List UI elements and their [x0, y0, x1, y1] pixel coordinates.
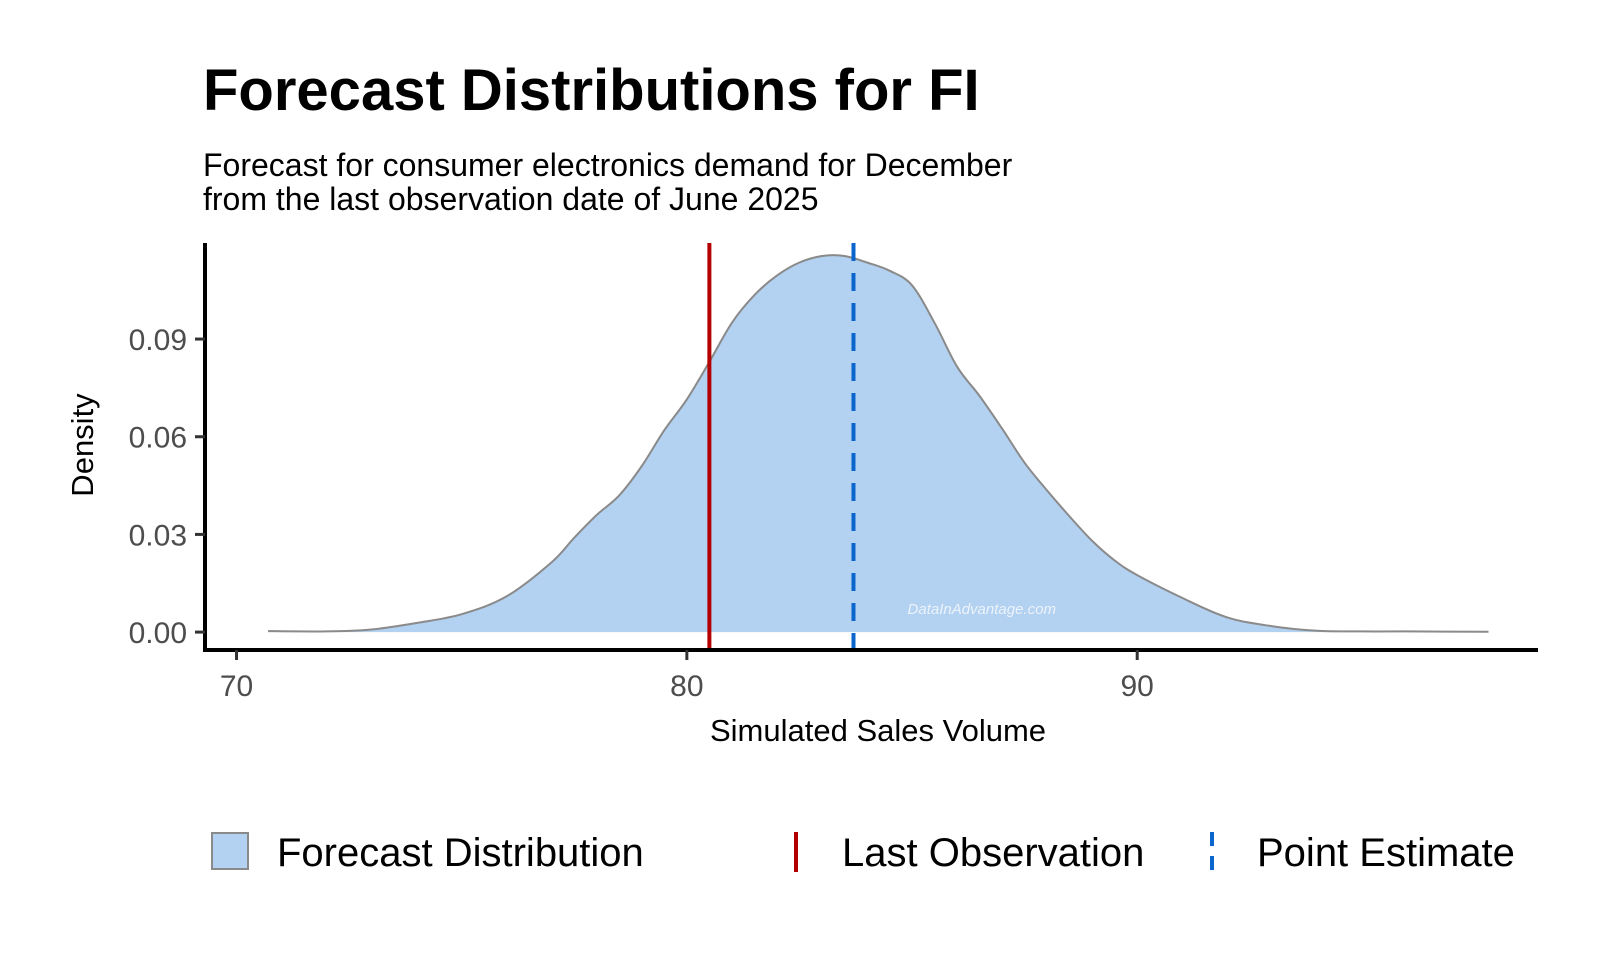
density-area [268, 255, 1489, 633]
legend: Forecast Distribution Last Observation P… [211, 831, 1515, 875]
legend-item-point-estimate: Point Estimate [1210, 831, 1515, 875]
y-axis-title: Density [65, 393, 100, 497]
legend-label-last-observation: Last Observation [842, 831, 1144, 875]
legend-label-point-estimate: Point Estimate [1257, 831, 1515, 875]
legend-key-area [211, 832, 249, 870]
x-axis-title: Simulated Sales Volume [710, 713, 1046, 748]
chart-subtitle-line-1: Forecast for consumer electronics demand… [203, 147, 1013, 183]
y-tick-label: 0.09 [129, 324, 187, 357]
y-tick-label: 0.03 [129, 519, 187, 552]
y-tick-label: 0.06 [129, 422, 187, 455]
density-outline [267, 254, 1489, 633]
axes: 0.00 0.03 0.06 0.09 70 80 90 [129, 243, 1538, 703]
x-tick-label: 90 [1121, 670, 1154, 703]
y-tick-label: 0.00 [129, 617, 187, 650]
x-axis-ticks: 70 80 90 [220, 650, 1154, 703]
legend-item-last-observation: Last Observation [794, 831, 1144, 875]
legend-item-forecast-distribution: Forecast Distribution [211, 831, 644, 875]
x-tick-label: 70 [220, 670, 253, 703]
plot-area: DataInAdvantage.com [267, 243, 1489, 650]
legend-label-forecast-distribution: Forecast Distribution [277, 831, 644, 875]
y-axis-ticks: 0.00 0.03 0.06 0.09 [129, 324, 205, 650]
x-tick-label: 80 [670, 670, 703, 703]
chart-title: Forecast Distributions for FI [203, 58, 980, 123]
chart-subtitle-line-2: from the last observation date of June 2… [203, 181, 819, 217]
watermark-text: DataInAdvantage.com [908, 601, 1056, 618]
